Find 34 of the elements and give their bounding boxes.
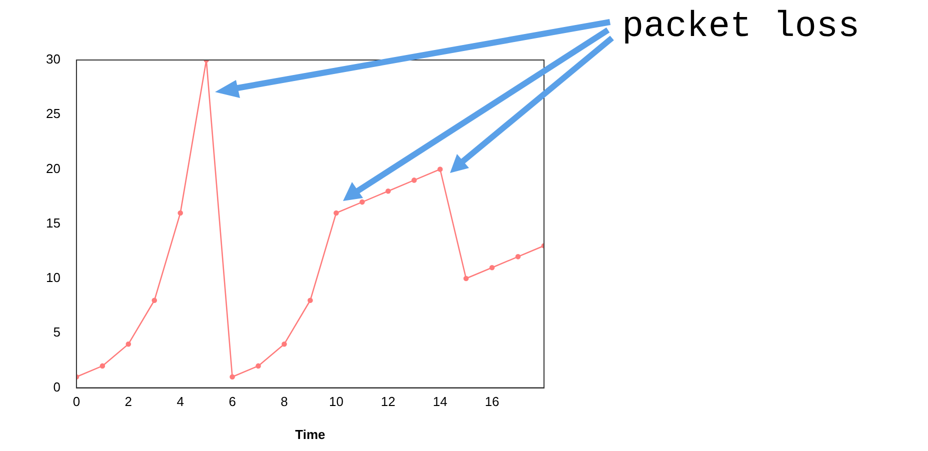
x-tick-label: 8 (280, 394, 288, 410)
point (334, 210, 339, 216)
y-tick-label: 5 (53, 324, 60, 340)
y-tick-label: 30 (46, 52, 60, 67)
point (360, 199, 365, 205)
x-tick-label: 4 (176, 394, 184, 410)
x-axis-title: Time (295, 426, 326, 442)
x-tick-label: 14 (432, 394, 448, 410)
x-tick-label: 6 (228, 394, 236, 410)
point (411, 178, 417, 183)
point (230, 374, 235, 380)
y-tick-label: 0 (53, 379, 60, 394)
point (437, 166, 443, 172)
y-tick-label: 25 (46, 106, 60, 122)
point (489, 264, 495, 270)
y-tick-label: 15 (46, 215, 60, 230)
point (386, 188, 391, 194)
y-tick-label: 20 (46, 160, 60, 176)
point (100, 363, 106, 369)
x-tick-label: 16 (484, 394, 500, 410)
text: packet loss (622, 6, 860, 47)
point (152, 298, 158, 304)
point (308, 298, 313, 304)
x-tick-label: 12 (380, 394, 396, 410)
point (282, 341, 287, 347)
point (463, 276, 469, 282)
x-tick-label: 10 (328, 394, 344, 410)
point (126, 341, 132, 347)
point (178, 210, 184, 216)
x-tick-label: 0 (72, 394, 80, 410)
y-tick-label: 10 (46, 270, 60, 286)
x-tick-label: 2 (124, 394, 132, 410)
point (515, 254, 521, 260)
point (256, 363, 261, 369)
